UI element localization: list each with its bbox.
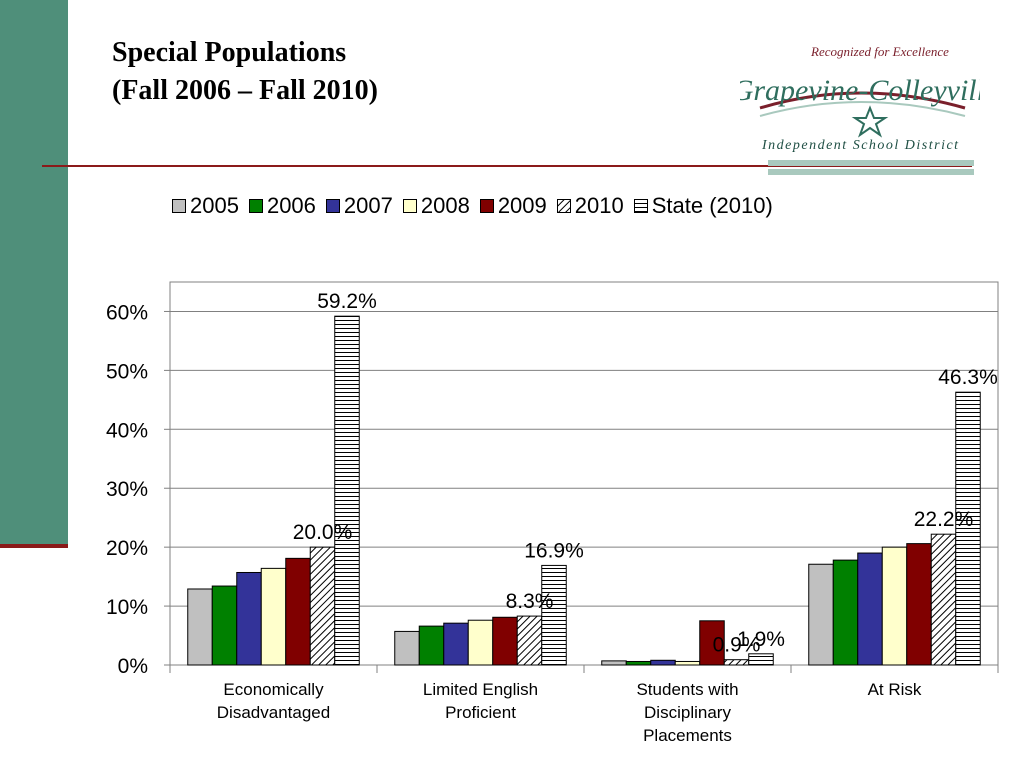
data-label: 8.3%: [506, 590, 554, 613]
y-tick-label: 20%: [106, 537, 148, 560]
bar-2008-cat-3: [881, 546, 908, 666]
bar-2008-cat-2: [674, 660, 701, 666]
slide-title-line-2: (Fall 2006 – Fall 2010): [112, 75, 378, 106]
district-logo: Recognized for Excellence Grapevine-Coll…: [732, 38, 998, 178]
bar-2008-cat-0: [260, 567, 287, 666]
bar-2007-cat-3: [857, 552, 883, 666]
data-label: 59.2%: [317, 290, 377, 313]
legend-item: 2007: [325, 193, 393, 219]
category-label: Proficient: [445, 703, 516, 722]
legend-swatch: [172, 199, 186, 213]
logo-subtitle: Independent School District: [762, 138, 960, 153]
y-tick-label: 30%: [106, 478, 148, 501]
data-label: 22.2%: [914, 508, 974, 531]
y-tick-label: 50%: [106, 360, 148, 383]
bar-2009-cat-1: [492, 616, 518, 666]
legend-item: 2008: [402, 193, 470, 219]
y-tick-label: 60%: [106, 301, 148, 324]
category-label: At Risk: [868, 680, 922, 699]
category-label: Placements: [643, 726, 732, 745]
bar-2007-cat-2: [650, 659, 676, 666]
bar-2006-cat-0: [211, 585, 238, 666]
y-tick-label: 0%: [118, 655, 148, 678]
legend-label: 2008: [420, 193, 470, 218]
legend-item: 2006: [248, 193, 316, 219]
logo-bars: [768, 160, 974, 176]
bar-2007-cat-1: [443, 622, 469, 666]
title-divider: [42, 165, 972, 167]
legend-swatch: [556, 199, 571, 213]
bar-2009-cat-0: [285, 557, 311, 666]
legend-label: 2005: [190, 193, 239, 218]
bar-2006-cat-2: [625, 660, 652, 666]
bar-2005-cat-3: [808, 563, 834, 666]
data-label: 20.0%: [293, 521, 353, 544]
legend-swatch: [633, 199, 648, 213]
data-label: 16.9%: [524, 539, 584, 562]
category-label: Disadvantaged: [217, 703, 330, 722]
bar-2010-cat-3: [930, 533, 957, 666]
data-label: 46.3%: [938, 366, 998, 389]
data-label: 1.9%: [737, 628, 785, 651]
bar-state-2010--cat-1: [541, 564, 567, 666]
bar-2009-cat-2: [699, 620, 725, 666]
bar-2005-cat-0: [187, 588, 213, 666]
legend-item: 2005: [172, 193, 239, 219]
data-label: 0.9%: [713, 634, 761, 657]
logo-swoosh: [759, 91, 966, 110]
bar-state-2010--cat-3: [955, 391, 981, 666]
sidebar-rule: [0, 544, 68, 548]
slide-title-line-1: Special Populations: [112, 37, 347, 68]
legend-label: 2007: [343, 193, 393, 218]
category-label: Limited English: [423, 680, 538, 699]
legend-swatch: [325, 199, 340, 213]
slide-sidebar-band: [0, 0, 68, 548]
category-label: Disciplinary: [644, 703, 731, 722]
legend-label: 2006: [266, 193, 316, 218]
legend-item: State (2010): [633, 193, 773, 219]
bar-2010-cat-1: [516, 615, 543, 666]
bar-state-2010--cat-2: [748, 653, 774, 666]
bar-2010-cat-2: [723, 659, 750, 666]
bar-2009-cat-3: [906, 543, 932, 666]
logo-bar-2: [768, 169, 974, 175]
bar-2006-cat-3: [832, 559, 859, 666]
bar-state-2010--cat-0: [334, 315, 360, 666]
bar-2005-cat-2: [601, 660, 627, 666]
legend-label: State (2010): [651, 193, 773, 218]
legend-label: 2010: [574, 193, 624, 218]
logo-bar-1: [768, 160, 974, 166]
bar-2008-cat-1: [467, 619, 494, 666]
logo-artwork: Recognized for Excellence Grapevine-Coll…: [732, 44, 998, 138]
bar-2010-cat-0: [309, 546, 336, 666]
logo-star-icon: [851, 105, 889, 138]
chart-legend: 2005 2006 2007 2008 2009 2010 State (2010): [172, 192, 773, 220]
y-tick-label: 10%: [106, 596, 148, 619]
legend-swatch: [479, 199, 494, 213]
bar-2006-cat-1: [418, 625, 445, 666]
legend-label: 2009: [497, 193, 547, 218]
bar-2007-cat-0: [236, 571, 262, 666]
legend-item: 2009: [479, 193, 547, 219]
y-tick-label: 40%: [106, 419, 148, 442]
legend-item: 2010: [556, 193, 624, 219]
bar-2005-cat-1: [394, 630, 420, 666]
legend-swatch: [402, 199, 417, 213]
slide-title: Special Populations (Fall 2006 – Fall 20…: [112, 34, 378, 110]
category-label: Students with: [636, 680, 738, 699]
logo-swoosh-2: [759, 101, 966, 117]
legend-swatch: [248, 199, 263, 213]
logo-tagline: Recognized for Excellence: [810, 44, 949, 59]
logo-name: Grapevine-Colleyville: [740, 74, 980, 107]
category-label: Economically: [223, 680, 324, 699]
